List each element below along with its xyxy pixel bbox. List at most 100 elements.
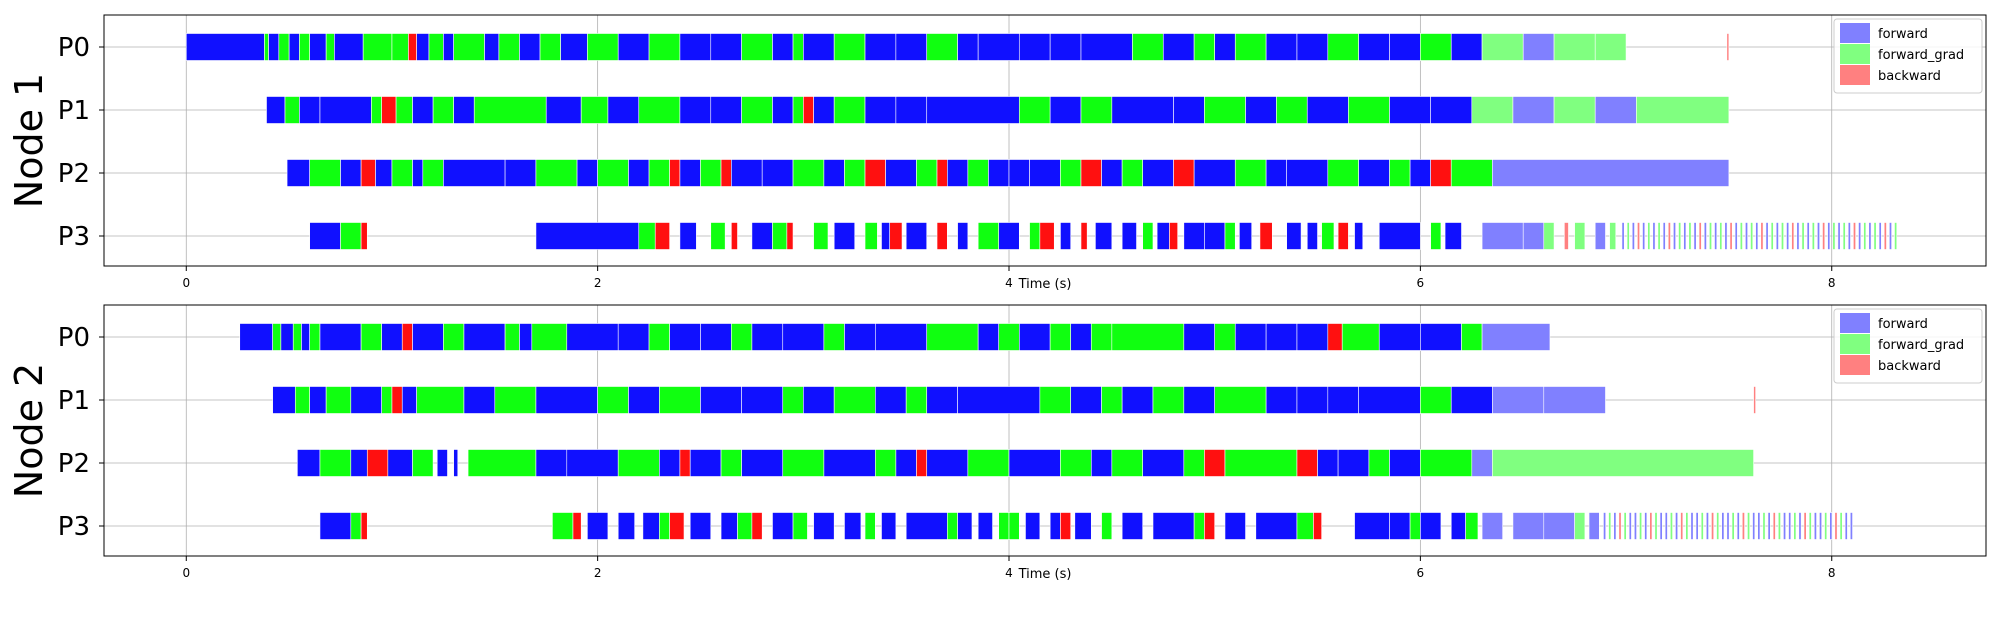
segment-backward — [669, 159, 681, 187]
segment-forward — [1775, 222, 1779, 250]
segment-forward — [977, 323, 1000, 351]
segment-forward-grad — [504, 323, 520, 351]
segment-forward-grad — [1842, 222, 1846, 250]
segment-forward — [1193, 159, 1236, 187]
segment-forward-grad — [453, 33, 485, 61]
segment-forward — [1265, 323, 1298, 351]
segment-forward-grad — [1747, 512, 1751, 540]
segment-backward — [654, 222, 670, 250]
segment-forward — [926, 386, 958, 414]
segment-forward — [1296, 386, 1329, 414]
segment-forward-grad — [1639, 512, 1643, 540]
segment-forward — [1337, 449, 1370, 477]
segment-forward-grad — [741, 33, 773, 61]
segment-forward — [1214, 33, 1236, 61]
legend-swatch-forward — [1840, 23, 1870, 43]
segment-forward — [926, 449, 969, 477]
segment-backward — [360, 159, 376, 187]
x-tick-label: 6 — [1417, 566, 1425, 580]
segment-forward — [519, 33, 541, 61]
segment-forward — [1726, 512, 1730, 540]
segment-forward — [443, 159, 506, 187]
segment-forward-grad — [1121, 159, 1143, 187]
segment-forward — [1481, 222, 1524, 250]
segment-forward — [1471, 449, 1493, 477]
segment-forward — [1286, 222, 1302, 250]
segment-forward — [1018, 33, 1051, 61]
segment-forward-grad — [833, 33, 866, 61]
segment-forward — [1286, 159, 1329, 187]
segment-forward — [1358, 159, 1390, 187]
segment-forward — [412, 323, 444, 351]
segment-forward-grad — [617, 449, 660, 477]
segment-forward-grad — [700, 159, 722, 187]
segment-forward-grad — [1234, 33, 1267, 61]
x-tick-label: 8 — [1828, 276, 1836, 290]
segment-forward — [1317, 449, 1339, 477]
segment-forward — [340, 159, 362, 187]
segment-forward — [1389, 96, 1431, 124]
segment-forward — [1721, 512, 1725, 540]
y-tick-label: P1 — [58, 96, 90, 126]
segment-forward — [813, 512, 835, 540]
segment-forward — [319, 512, 352, 540]
segment-forward-grad — [1101, 386, 1123, 414]
x-tick-label: 2 — [594, 276, 602, 290]
segment-forward — [280, 323, 294, 351]
segment-forward-grad — [412, 449, 434, 477]
segment-backward — [1637, 222, 1640, 250]
segment-forward-grad — [1276, 96, 1308, 124]
segment-forward-grad — [1430, 222, 1442, 250]
segment-forward-grad — [309, 159, 341, 187]
segment-forward-grad — [1214, 386, 1267, 414]
segment-forward — [1628, 512, 1632, 540]
segment-forward-grad — [1574, 512, 1586, 540]
x-tick-label: 0 — [182, 276, 190, 290]
segment-forward-grad — [350, 512, 362, 540]
segment-forward — [782, 323, 825, 351]
legend-box — [1833, 18, 1983, 94]
segment-forward — [1683, 222, 1687, 250]
segment-forward — [566, 323, 619, 351]
segment-forward — [1224, 512, 1246, 540]
segment-forward-grad — [1465, 512, 1479, 540]
segment-forward — [319, 96, 372, 124]
segment-forward — [1327, 386, 1359, 414]
segment-forward — [1090, 449, 1113, 477]
segment-forward — [1183, 323, 1215, 351]
segment-forward — [1796, 222, 1800, 250]
segment-forward-grad — [916, 159, 938, 187]
segment-forward — [751, 222, 773, 250]
segment-forward — [1378, 323, 1421, 351]
segment-forward-grad — [782, 386, 804, 414]
segment-forward — [1594, 222, 1606, 250]
segment-forward — [689, 512, 712, 540]
segment-backward — [381, 96, 397, 124]
segment-forward-grad — [1608, 512, 1612, 540]
segment-forward-grad — [1327, 33, 1359, 61]
segment-forward — [288, 33, 300, 61]
segment-backward — [1169, 222, 1178, 250]
segment-forward — [772, 96, 794, 124]
segment-forward — [463, 386, 496, 414]
segment-forward — [1817, 222, 1820, 250]
segment-forward-grad — [1348, 96, 1390, 124]
segment-forward — [1652, 222, 1656, 250]
segment-forward-grad — [905, 386, 928, 414]
segment-forward — [679, 222, 697, 250]
segment-forward-grad — [1657, 222, 1661, 250]
segment-forward — [1621, 222, 1625, 250]
segment-forward — [535, 386, 598, 414]
segment-forward — [761, 159, 794, 187]
segment-forward-grad — [833, 96, 866, 124]
segment-forward — [1543, 386, 1606, 414]
segment-forward — [185, 33, 265, 61]
segment-backward — [1337, 222, 1349, 250]
segment-forward-grad — [416, 386, 465, 414]
segment-forward — [977, 33, 1020, 61]
segment-forward-grad — [1811, 222, 1815, 250]
segment-forward — [617, 33, 650, 61]
segment-forward-grad — [1018, 96, 1051, 124]
segment-forward-grad — [967, 159, 989, 187]
